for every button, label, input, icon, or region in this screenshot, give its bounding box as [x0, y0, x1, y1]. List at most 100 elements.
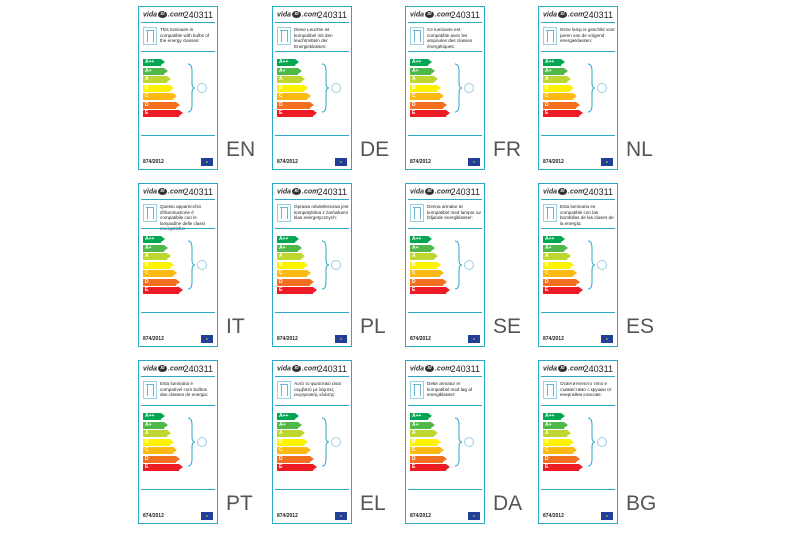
energy-class-bar: A++: [143, 59, 165, 66]
brand-mark-icon: xl: [558, 11, 568, 18]
energy-class-scale: A++ A+ A B C D E: [410, 413, 450, 473]
energy-class-bar: A+: [143, 244, 168, 252]
energy-class-scale: A++ A+ A B C D E: [277, 413, 317, 473]
energy-class-bar: E: [143, 287, 183, 294]
bracket-icon: [321, 417, 329, 467]
brand-right: .com: [168, 188, 185, 196]
energy-class-bar: A+: [410, 421, 435, 429]
bulb-icon: [597, 83, 607, 93]
energy-class-bar: A+: [277, 244, 302, 252]
energy-class-bar: A: [543, 76, 571, 83]
product-code: 240311: [317, 10, 347, 20]
energy-class-bar: E: [543, 464, 583, 471]
energy-class-bar: E: [143, 110, 183, 117]
divider: [408, 489, 482, 490]
eu-flag-icon: ★: [335, 512, 347, 520]
luminaire-icon: [410, 204, 424, 222]
regulation-number: 874/2012: [410, 513, 431, 519]
divider: [275, 51, 349, 52]
bracket-icon: [454, 240, 462, 290]
compatibility-text: This luminaire is compatible with bulbs …: [160, 27, 210, 44]
energy-class-bar: A++: [143, 236, 165, 243]
energy-class-bar: A: [410, 76, 438, 83]
compatibility-text: Esta luminaria es compatible con las bom…: [560, 204, 614, 226]
label-card: vida xl .com 240311 Esta luminária é compatí…: [138, 360, 218, 524]
energy-class-bar: E: [410, 110, 450, 117]
divider: [141, 22, 215, 23]
bulb-icon: [464, 83, 474, 93]
brand-left: vida: [143, 365, 158, 373]
eu-flag-icon: ★: [201, 335, 213, 343]
bulb-icon: [597, 437, 607, 447]
energy-class-bar: A+: [143, 421, 168, 429]
regulation-number: 874/2012: [410, 336, 431, 342]
energy-class-bar: C: [277, 270, 311, 277]
brand-left: vida: [143, 11, 158, 19]
product-code: 240311: [317, 364, 347, 374]
product-code: 240311: [450, 364, 480, 374]
language-code: PT: [226, 492, 253, 515]
divider: [275, 228, 349, 229]
energy-class-bar: A++: [543, 413, 565, 420]
divider: [408, 228, 482, 229]
divider: [141, 312, 215, 313]
brand-logo: vida xl .com: [143, 11, 184, 18]
luminaire-icon: [543, 381, 557, 399]
energy-class-bar: C: [277, 93, 311, 100]
energy-label-it: vida xl .com 240311 Questo apparecchio d'ill…: [138, 183, 268, 353]
label-card: vida xl .com 240311 Dette armatur er kompati…: [405, 360, 485, 524]
divider: [275, 199, 349, 200]
label-card: vida xl .com 240311 Ce luminaire est compati…: [405, 6, 485, 170]
language-code: SE: [493, 315, 522, 338]
regulation-number: 874/2012: [277, 336, 298, 342]
energy-class-bar: E: [277, 110, 317, 117]
energy-class-bar: A++: [410, 236, 432, 243]
energy-class-bar: E: [543, 287, 583, 294]
brand-logo: vida xl .com: [410, 188, 451, 195]
brand-left: vida: [277, 365, 292, 373]
brand-mark-icon: xl: [425, 188, 435, 195]
energy-class-bar: A: [143, 253, 171, 260]
energy-class-bar: A++: [277, 59, 299, 66]
product-code: 240311: [183, 364, 213, 374]
brand-logo: vida xl .com: [277, 188, 318, 195]
divider: [141, 199, 215, 200]
divider: [541, 489, 615, 490]
energy-class-bar: C: [410, 447, 444, 454]
bracket-icon: [187, 63, 195, 113]
bulb-icon: [197, 83, 207, 93]
divider: [141, 228, 215, 229]
energy-class-bar: A++: [277, 236, 299, 243]
energy-class-bar: B: [143, 84, 174, 92]
bracket-icon: [454, 417, 462, 467]
energy-class-bar: A++: [543, 59, 565, 66]
brand-mark-icon: xl: [292, 11, 302, 18]
brand-right: .com: [302, 11, 319, 19]
divider: [408, 405, 482, 406]
label-card: vida xl .com 240311 Oprawa oświetleniowa jes…: [272, 183, 352, 347]
brand-right: .com: [168, 11, 185, 19]
divider: [275, 135, 349, 136]
brand-left: vida: [410, 188, 425, 196]
divider: [541, 405, 615, 406]
energy-class-bar: D: [543, 278, 580, 286]
energy-class-bar: D: [277, 278, 314, 286]
energy-class-bar: A+: [410, 244, 435, 252]
regulation-number: 874/2012: [410, 159, 431, 165]
compatibility-text: Deze lamp is geschikt voor peren van de …: [560, 27, 615, 44]
brand-right: .com: [568, 11, 585, 19]
energy-class-bar: A+: [143, 67, 168, 75]
compatibility-text: Dette armatur er kompatibel med løg af e…: [427, 381, 473, 398]
energy-class-bar: B: [543, 84, 574, 92]
label-card: vida xl .com 240311 This luminaire is compat…: [138, 6, 218, 170]
divider: [275, 376, 349, 377]
language-code: DA: [493, 492, 523, 515]
brand-left: vida: [143, 188, 158, 196]
bulb-icon: [331, 260, 341, 270]
compatibility-text: Denna armatur är kompatibel med lampor a…: [427, 204, 481, 221]
product-code: 240311: [183, 187, 213, 197]
energy-class-bar: C: [277, 447, 311, 454]
label-card: vida xl .com 240311 Deze lamp is geschikt vo…: [538, 6, 618, 170]
energy-class-scale: A++ A+ A B C D E: [143, 413, 183, 473]
eu-flag-icon: ★: [468, 512, 480, 520]
